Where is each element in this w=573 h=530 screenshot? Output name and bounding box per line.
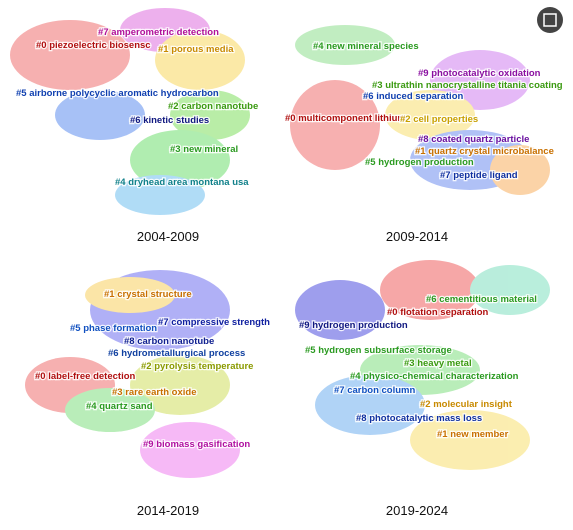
cluster-label: #2 molecular insight: [420, 399, 513, 410]
cluster-label: #0 label-free detection: [35, 371, 136, 382]
labels: 2004-2009 #7 amperometric detection #0 pie…: [15, 26, 564, 518]
cluster-label: #2 carbon nanotube: [168, 101, 258, 112]
cluster-label: #9 biomass gasification: [143, 439, 250, 450]
cluster-label: #9 photocatalytic oxidation: [418, 68, 541, 79]
icon-glyph: [543, 13, 557, 27]
cluster-label: #6 cementitious material: [426, 294, 537, 305]
cluster-label: #1 porous media: [158, 44, 234, 55]
cluster-label: #4 physico-chemical characterization: [350, 371, 519, 382]
icon-button[interactable]: [537, 7, 563, 33]
cluster-label: #0 flotation separation: [387, 307, 489, 318]
period-caption: 2004-2009: [137, 229, 199, 244]
cluster-label: #2 pyrolysis temperature: [141, 361, 253, 372]
cluster-label: #1 new member: [437, 429, 509, 440]
cluster-label: #7 amperometric detection: [98, 27, 219, 38]
cluster-label: #7 peptide ligand: [440, 170, 518, 181]
cluster-label: #6 kinetic studies: [130, 115, 209, 126]
cluster-label: #1 quartz crystal microbalance: [415, 146, 554, 157]
cluster-label: #1 crystal structure: [104, 289, 192, 300]
period-caption: 2009-2014: [386, 229, 448, 244]
cluster-label: #4 new mineral species: [313, 41, 419, 52]
cluster-label: #0 multicomponent lithium: [285, 113, 406, 124]
cluster-label: #7 carbon column: [334, 385, 415, 396]
cluster-label: #5 hydrogen production: [365, 157, 474, 168]
cluster-label: #3 rare earth oxide: [112, 387, 197, 398]
cluster-label: #3 new mineral: [170, 144, 238, 155]
cluster-label: #6 induced separation: [363, 91, 464, 102]
cluster-label: #7 compressive strength: [158, 317, 270, 328]
cluster-label: #6 hydrometallurgical process: [108, 348, 245, 359]
cluster-label: #0 piezoelectric biosensc: [36, 40, 151, 51]
cluster-label: #2 cell properties: [400, 114, 478, 125]
period-caption: 2014-2019: [137, 503, 199, 518]
cluster-label: #8 coated quartz particle: [418, 134, 529, 145]
cluster-regions: [10, 8, 550, 478]
cluster-label: #4 quartz sand: [86, 401, 153, 412]
cluster-label: #4 dryhead area montana usa: [115, 177, 249, 188]
cluster-label: #8 photocatalytic mass loss: [356, 413, 482, 424]
cluster-label: #5 airborne polycyclic aromatic hydrocar…: [16, 88, 219, 99]
cluster-label: #5 phase formation: [70, 323, 157, 334]
cluster-label: #9 hydrogen production: [299, 320, 408, 331]
cluster-label: #3 heavy metal: [404, 358, 472, 369]
cluster-label: #3 ultrathin nanocrystalline titania coa…: [372, 80, 563, 91]
period-caption: 2019-2024: [386, 503, 448, 518]
cluster-label: #8 carbon nanotube: [124, 336, 214, 347]
cluster-label: #5 hydrogen subsurface storage: [305, 345, 452, 356]
